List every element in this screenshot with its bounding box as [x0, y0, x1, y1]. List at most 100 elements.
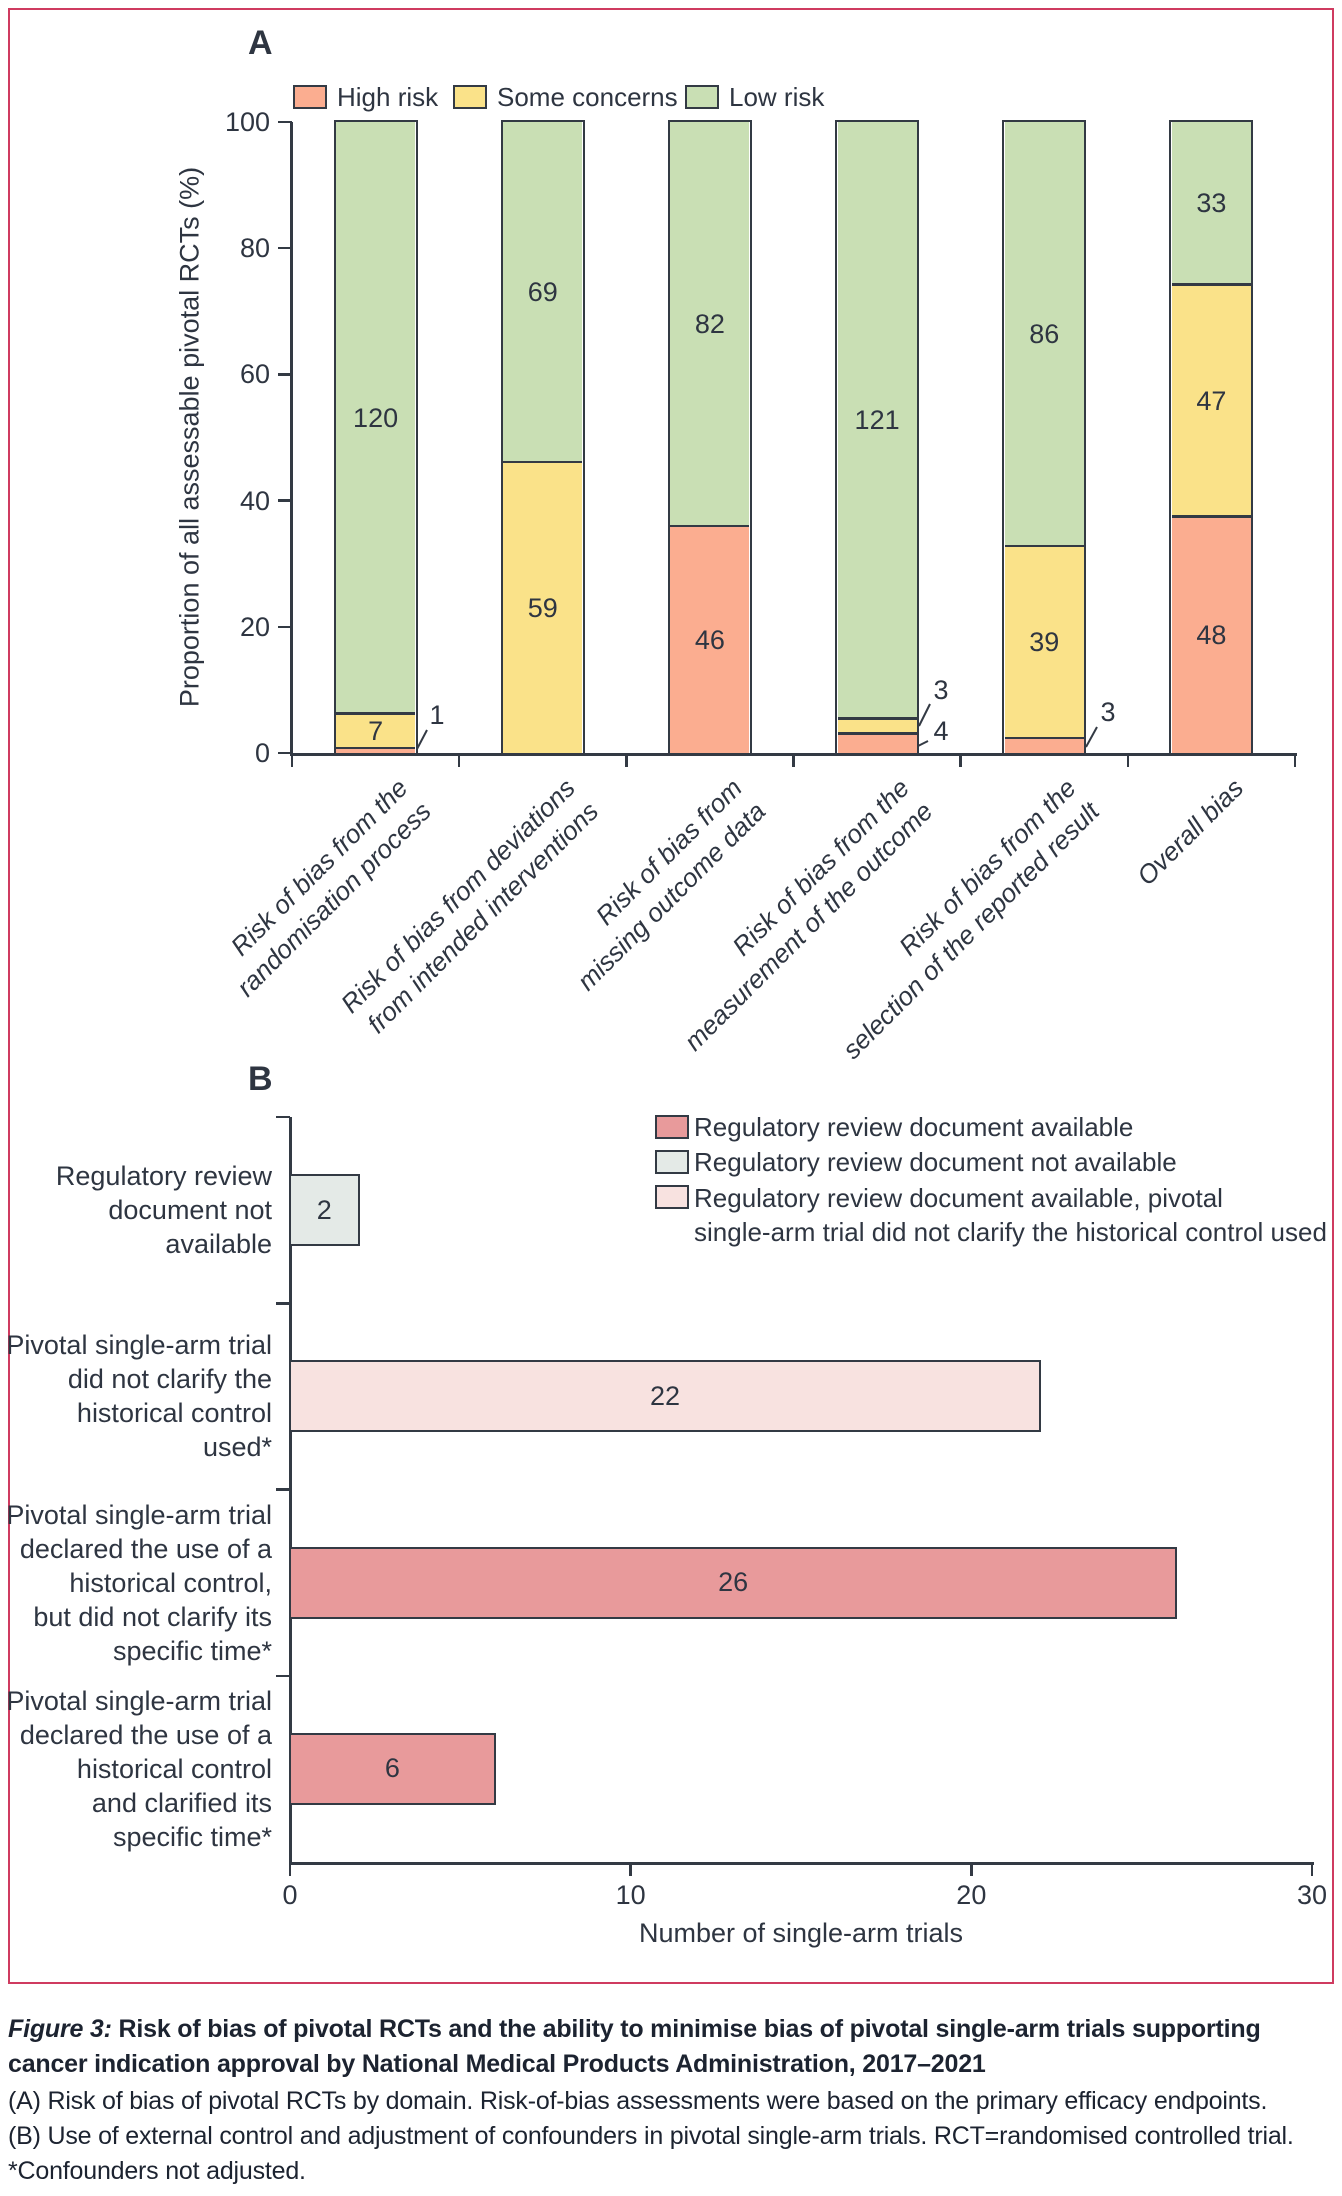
h-bar: 26 — [289, 1546, 1178, 1619]
bar-segment — [1171, 122, 1251, 285]
bar-segment — [1004, 122, 1084, 546]
bar-segment-value: 47 — [1196, 385, 1227, 416]
caption-title: Figure 3: Risk of bias of pivotal RCTs a… — [8, 2012, 1336, 2082]
h-bar: 22 — [289, 1360, 1041, 1433]
legend-swatch-doc-available-unclear — [655, 1185, 689, 1209]
bar-segment-divider — [336, 712, 416, 715]
bar-segment-value: 86 — [1029, 318, 1060, 349]
bar-segment — [336, 122, 416, 714]
h-bar: 6 — [289, 1732, 496, 1805]
bar-segment-value: 48 — [1196, 619, 1227, 650]
y-axis-category-line: Pivotal single-arm trial — [6, 1499, 272, 1530]
bar-segment — [837, 718, 917, 734]
panel-a: A High risk Some concerns Low risk Propo… — [0, 0, 1342, 1065]
x-axis-tick-label-b: 20 — [956, 1880, 987, 1910]
bar-segment-value: 59 — [527, 592, 558, 623]
bar-segment — [1171, 284, 1251, 517]
bar-segment-value: 46 — [694, 624, 725, 655]
x-axis-tick — [1293, 753, 1297, 767]
y-axis-tick — [278, 373, 292, 376]
bar-segment — [1004, 738, 1084, 753]
y-axis-tick — [278, 751, 292, 755]
y-axis-category-line: declared the use of a — [19, 1533, 272, 1564]
y-axis-tick-label: 20 — [239, 611, 270, 642]
bar-segment-divider — [503, 460, 583, 464]
x-axis-tick — [625, 753, 628, 767]
y-axis-category-line: specific time* — [112, 1635, 272, 1666]
y-axis-category-label: Pivotal single-arm trial declared the use… — [6, 1684, 272, 1854]
bar-segment-divider — [837, 732, 917, 735]
y-axis-category-line: specific time* — [112, 1821, 272, 1852]
y-axis-tick-b — [276, 1674, 290, 1677]
legend-label-line: single-arm trial did not clarify the his… — [694, 1217, 1327, 1247]
x-axis-line-b — [289, 1861, 1314, 1865]
bar-segment-divider — [1004, 736, 1084, 740]
x-axis-tick-label-b: 30 — [1296, 1880, 1328, 1910]
bar-segment-value: 82 — [694, 309, 725, 340]
legend-swatch-low-risk — [685, 85, 719, 109]
legend-swatch-doc-not-available — [655, 1150, 689, 1174]
y-axis-category-label: Pivotal single-arm trial did not clarify … — [6, 1328, 272, 1464]
legend-label-line: Regulatory review document available, pi… — [694, 1183, 1223, 1213]
bar-segment — [670, 526, 750, 753]
legend-label-doc-available: Regulatory review document available — [694, 1112, 1134, 1142]
bar-segment-value: 121 — [854, 405, 900, 436]
x-axis-tick-b — [1310, 1862, 1314, 1876]
y-axis-category-line: historical control — [76, 1398, 272, 1429]
x-axis-category-label: Overall bias — [1130, 772, 1250, 892]
x-axis-title-b: Number of single-arm trials — [638, 1918, 964, 1948]
figure-caption: Figure 3: Risk of bias of pivotal RCTs a… — [8, 2012, 1336, 2189]
bar-segment-divider — [336, 746, 416, 750]
y-axis-line — [290, 122, 293, 756]
bar-segment — [336, 713, 416, 749]
y-axis-category-line: declared the use of a — [19, 1719, 272, 1750]
x-axis-tick-label-b: 10 — [615, 1880, 646, 1910]
y-axis-category-line: used* — [202, 1432, 272, 1463]
y-axis-category-line: and clarified its — [91, 1787, 272, 1818]
y-axis-category-line: Regulatory review — [55, 1161, 272, 1192]
y-axis-category-line: historical control — [76, 1753, 272, 1784]
x-axis-tick — [959, 753, 962, 767]
bar-segment-value: 7 — [368, 715, 384, 746]
bar-segment — [336, 748, 416, 753]
bar-segment — [1004, 545, 1084, 739]
x-axis-tick-b — [970, 1862, 973, 1876]
legend-label-doc-not-available: Regulatory review document not available — [694, 1147, 1177, 1177]
callout-value: 3 — [933, 675, 949, 705]
x-axis-tick-label-b: 0 — [282, 1880, 298, 1910]
y-axis-category-line: but did not clarify its — [33, 1601, 272, 1632]
legend-swatch-doc-available — [655, 1115, 689, 1139]
panel-b: B Regulatory review document available R… — [0, 1040, 1342, 1990]
x-axis-tick — [1126, 753, 1130, 767]
bar-segment-value: 39 — [1029, 627, 1060, 658]
caption-title-text: Risk of bias of pivotal RCTs and the abi… — [8, 2015, 1261, 2078]
y-axis-tick-b — [276, 1115, 290, 1119]
legend-swatch-high-risk — [293, 85, 327, 109]
bar-segment — [503, 462, 583, 753]
panel-b-letter: B — [248, 1060, 273, 1098]
y-axis-category-label: Regulatory review document not available — [56, 1159, 272, 1261]
h-bar: 2 — [289, 1174, 360, 1247]
x-axis-tick — [792, 753, 795, 767]
y-axis-category-label: Pivotal single-arm trial declared the use… — [6, 1498, 272, 1668]
y-axis-tick-label: 80 — [239, 233, 270, 264]
callout-value: 3 — [1100, 697, 1116, 727]
y-axis-tick-label: 60 — [239, 359, 270, 390]
x-axis-tick-b — [288, 1862, 292, 1876]
y-axis-line-b — [289, 1117, 292, 1863]
callout-value: 4 — [933, 716, 949, 746]
bar-segment-value: 120 — [353, 402, 399, 433]
caption-figure-label: Figure 3: — [8, 2015, 112, 2043]
x-axis-tick — [457, 753, 461, 767]
y-axis-tick-label: 0 — [254, 738, 270, 768]
legend-label-some-concerns: Some concerns — [497, 82, 678, 112]
y-axis-category-line: Pivotal single-arm trial — [6, 1330, 272, 1361]
caption-body-b: (B) Use of external control and adjustme… — [8, 2122, 1294, 2185]
legend-label-low-risk: Low risk — [729, 82, 825, 112]
bar-segment — [837, 122, 917, 719]
bar-segment-divider — [670, 524, 750, 528]
bar-segment-divider — [1004, 544, 1084, 548]
y-axis-tick — [278, 120, 292, 124]
y-axis-tick — [278, 499, 292, 502]
